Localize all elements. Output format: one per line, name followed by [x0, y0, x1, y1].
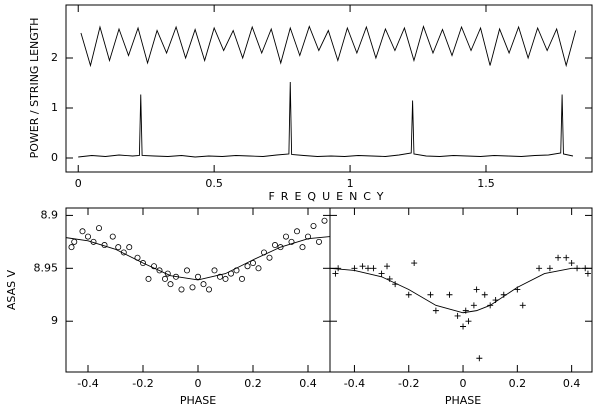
- data-line: [65, 236, 331, 281]
- data-point: [563, 254, 570, 261]
- data-point: [277, 244, 284, 251]
- x-tick-label: -0.4: [344, 377, 365, 390]
- data-point: [315, 238, 322, 245]
- y-tick-label: 2: [51, 51, 58, 64]
- data-point: [178, 286, 185, 293]
- data-point: [335, 265, 342, 272]
- data-point: [109, 233, 116, 240]
- data-point: [304, 233, 311, 240]
- x-tick-label: 0.2: [509, 377, 527, 390]
- x-tick-label: -0.2: [398, 377, 419, 390]
- x-tick-label: -0.4: [77, 377, 98, 390]
- x-axis-label: PHASE: [180, 394, 216, 407]
- x-tick-label: 0: [460, 377, 467, 390]
- x-tick-label: 1: [347, 177, 354, 190]
- data-point: [378, 270, 385, 277]
- y-tick-label: 1: [51, 101, 58, 114]
- plot-frame: [329, 207, 593, 373]
- data-point: [139, 260, 146, 267]
- data-point: [244, 263, 251, 270]
- data-point: [189, 284, 196, 291]
- data-point: [465, 318, 472, 325]
- data-point: [161, 275, 168, 282]
- y-tick-label: 8.95: [34, 261, 59, 274]
- data-point: [411, 260, 418, 267]
- x-tick-label: 0.5: [205, 177, 223, 190]
- x-tick-label: 0: [75, 177, 82, 190]
- data-point: [568, 260, 575, 267]
- data-point: [405, 291, 412, 298]
- data-point: [332, 270, 339, 277]
- data-point: [288, 238, 295, 245]
- data-point: [282, 233, 289, 240]
- data-point: [310, 222, 317, 229]
- x-tick-label: 1.5: [477, 177, 495, 190]
- data-point: [432, 307, 439, 314]
- plot-frame: [65, 207, 331, 373]
- data-point: [470, 302, 477, 309]
- data-point: [384, 263, 391, 270]
- data-point: [238, 275, 245, 282]
- data-point: [271, 242, 278, 249]
- data-point: [183, 267, 190, 274]
- data-point: [222, 275, 229, 282]
- data-point: [555, 254, 562, 261]
- x-axis-label: PHASE: [445, 394, 481, 407]
- data-point: [584, 270, 591, 277]
- data-point: [359, 263, 366, 270]
- data-point: [266, 254, 273, 261]
- data-point: [427, 291, 434, 298]
- data-point: [370, 265, 377, 272]
- x-tick-label: 0.2: [244, 377, 262, 390]
- data-point: [481, 291, 488, 298]
- x-tick-label: 0.4: [299, 377, 317, 390]
- data-point: [216, 273, 223, 280]
- data-point: [519, 302, 526, 309]
- x-tick-label: 0: [195, 377, 202, 390]
- y-axis-label: ASAS V: [5, 269, 18, 310]
- y-tick-label: 0: [51, 151, 58, 164]
- data-line: [78, 81, 574, 158]
- data-point: [145, 275, 152, 282]
- data-point: [446, 291, 453, 298]
- data-point: [200, 281, 207, 288]
- data-line: [80, 25, 577, 68]
- data-point: [321, 217, 328, 224]
- data-point: [249, 260, 256, 267]
- data-point: [476, 355, 483, 362]
- data-point: [546, 265, 553, 272]
- data-point: [71, 238, 78, 245]
- y-tick-label: 9: [51, 314, 58, 327]
- data-point: [156, 267, 163, 274]
- data-point: [460, 323, 467, 330]
- y-axis-label: POWER / STRING LENGTH: [28, 18, 41, 159]
- data-point: [167, 281, 174, 288]
- y-tick-label: 8.9: [41, 208, 59, 221]
- data-point: [365, 265, 372, 272]
- data-point: [211, 267, 218, 274]
- data-point: [299, 244, 306, 251]
- data-point: [85, 233, 92, 240]
- data-point: [536, 265, 543, 272]
- data-point: [126, 244, 133, 251]
- data-point: [293, 228, 300, 235]
- data-point: [255, 265, 262, 272]
- data-point: [150, 263, 157, 270]
- x-tick-label: -0.2: [132, 377, 153, 390]
- plot-frame: [65, 4, 593, 173]
- data-line: [329, 267, 592, 314]
- x-tick-label: 0.4: [563, 377, 581, 390]
- data-point: [79, 228, 86, 235]
- data-point: [454, 312, 461, 319]
- data-point: [68, 244, 75, 251]
- data-point: [205, 286, 212, 293]
- data-point: [96, 225, 103, 232]
- data-point: [473, 286, 480, 293]
- x-axis-label: FREQUENCY: [268, 190, 389, 203]
- data-point: [115, 244, 122, 251]
- data-point: [194, 273, 201, 280]
